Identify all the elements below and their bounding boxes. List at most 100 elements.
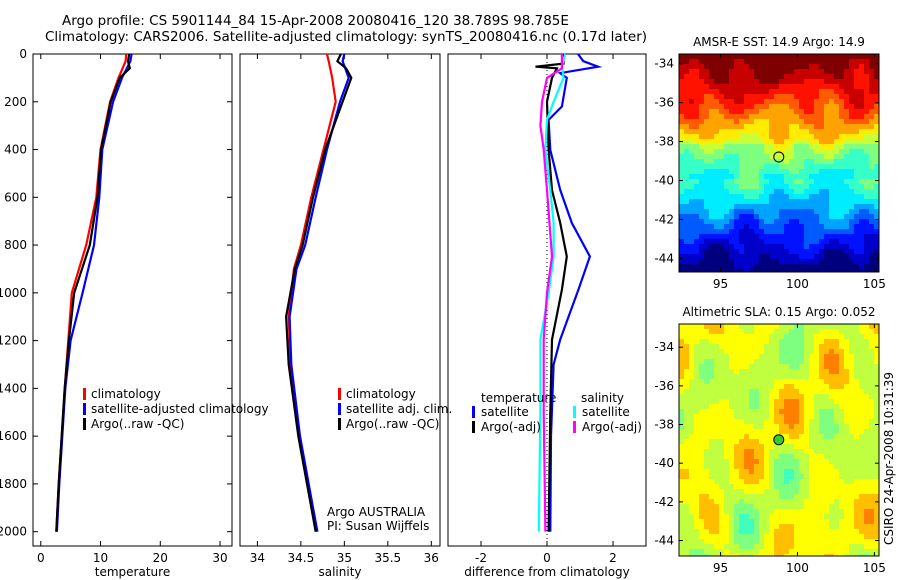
map-cell [779,329,784,334]
map-cell [839,119,844,124]
map-cell [739,429,744,434]
map-cell [809,369,814,374]
map-cell [844,549,849,554]
map-cell [729,219,734,224]
map-cell [729,454,734,459]
map-cell [814,554,819,556]
map-cell [749,334,754,339]
map-cell [809,204,814,209]
map-cell [754,334,759,339]
map-cell [839,139,844,144]
map-cell [829,214,834,219]
map-cell [689,184,694,189]
map-cell [684,404,689,409]
map-cell [764,114,769,119]
map-cell [769,244,774,249]
map-cell [774,544,779,549]
map-cell [704,414,709,419]
map-cell [834,154,839,159]
map-cell [719,169,724,174]
map-cell [749,169,754,174]
map-cell [694,369,699,374]
map-cell [874,464,879,469]
map-cell [749,374,754,379]
map-cell [849,114,854,119]
map-cell [684,134,689,139]
map-cell [724,509,729,514]
map-cell [779,209,784,214]
map-cell [734,494,739,499]
map-cell [834,459,839,464]
map-cell [854,134,859,139]
map-cell [824,329,829,334]
map-cell [859,549,864,554]
map-cell [779,479,784,484]
map-cell [774,519,779,524]
map-cell [834,484,839,489]
y-tick-label: 800 [4,238,27,252]
map-cell [709,404,714,409]
map-cell [739,119,744,124]
map-cell [824,264,829,269]
map-cell [839,114,844,119]
map-cell [769,54,774,59]
map-cell [834,124,839,129]
map-cell [839,519,844,524]
map-cell [864,214,869,219]
map-cell [699,89,704,94]
map-cell [834,424,839,429]
map-cell [774,244,779,249]
map-cell [729,369,734,374]
map-cell [824,204,829,209]
map-cell [859,254,864,259]
map-cell [819,329,824,334]
map-cell [859,264,864,269]
map-cell [744,59,749,64]
map-cell [719,74,724,79]
map-cell [829,239,834,244]
map-cell [704,444,709,449]
map-cell [754,69,759,74]
map-cell [699,434,704,439]
map-cell [764,74,769,79]
map-cell [854,129,859,134]
map-cell [859,144,864,149]
map-cell [839,474,844,479]
map-cell [724,114,729,119]
map-cell [714,359,719,364]
map-cell [839,449,844,454]
map-cell [744,354,749,359]
map-cell [694,499,699,504]
map-cell [869,494,874,499]
map-cell [779,239,784,244]
map-cell [809,534,814,539]
map-cell [679,69,684,74]
map-cell [764,89,769,94]
map-cell [839,329,844,334]
map-cell [679,419,684,424]
map-cell [754,379,759,384]
map-cell [799,109,804,114]
map-cell [814,504,819,509]
map-cell [869,549,874,554]
map-cell [759,359,764,364]
map-cell [824,504,829,509]
salinity-panel: 34 34.5 35 35.5 36salinityclimatologysatelli… [239,53,452,579]
map-cell [704,364,709,369]
y-tick-label: 1000 [0,286,27,300]
map-cell [699,209,704,214]
map-cell [869,164,874,169]
map-cell [749,439,754,444]
map-cell [869,79,874,84]
map-cell [774,54,779,59]
map-cell [719,129,724,134]
map-cell [799,544,804,549]
map-cell [694,84,699,89]
map-cell [744,74,749,79]
map-cell [694,464,699,469]
x-tick-label: 95 [713,561,728,575]
map-cell [814,499,819,504]
map-cell [729,189,734,194]
map-cell [704,334,709,339]
